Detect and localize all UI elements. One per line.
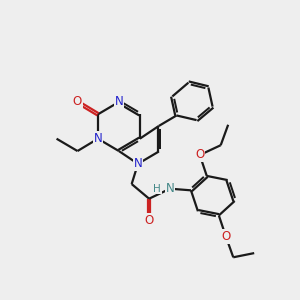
Text: O: O bbox=[73, 95, 82, 109]
Text: O: O bbox=[195, 148, 204, 161]
Text: O: O bbox=[221, 230, 230, 243]
Text: N: N bbox=[134, 157, 142, 170]
Text: N: N bbox=[94, 132, 102, 145]
Text: N: N bbox=[166, 182, 174, 195]
Text: H: H bbox=[153, 184, 161, 194]
Text: O: O bbox=[145, 214, 154, 226]
Text: N: N bbox=[115, 95, 123, 109]
